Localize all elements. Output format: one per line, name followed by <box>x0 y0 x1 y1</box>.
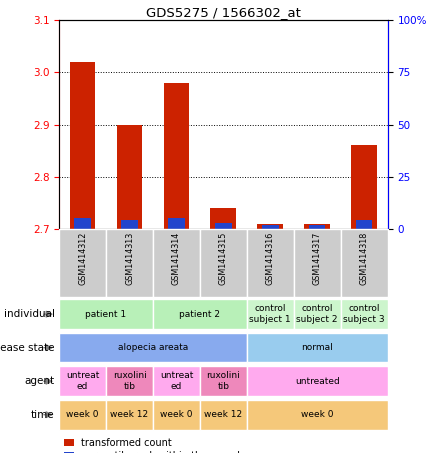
Text: GSM1414315: GSM1414315 <box>219 231 228 285</box>
Text: control
subject 2: control subject 2 <box>297 304 338 324</box>
Text: agent: agent <box>25 376 55 386</box>
Bar <box>117 125 142 229</box>
Bar <box>247 229 294 297</box>
Bar <box>262 225 279 229</box>
Bar <box>153 366 200 396</box>
Text: disease state: disease state <box>0 342 55 353</box>
Text: week 12: week 12 <box>204 410 243 419</box>
Bar <box>215 222 232 229</box>
Text: week 0: week 0 <box>66 410 99 419</box>
Bar <box>121 221 138 229</box>
Bar <box>153 400 200 429</box>
Bar <box>106 400 153 429</box>
Bar <box>247 299 294 329</box>
Bar <box>168 218 185 229</box>
Bar <box>59 366 106 396</box>
Bar <box>211 208 236 229</box>
Bar <box>153 229 200 297</box>
Bar <box>341 299 388 329</box>
Bar <box>200 229 247 297</box>
Bar <box>153 299 247 329</box>
Text: control
subject 3: control subject 3 <box>343 304 385 324</box>
Bar <box>74 218 91 229</box>
Text: GSM1414317: GSM1414317 <box>313 231 322 285</box>
Bar <box>106 229 153 297</box>
Bar <box>59 333 247 362</box>
Bar <box>200 400 247 429</box>
Bar <box>247 333 388 362</box>
Text: untreat
ed: untreat ed <box>160 371 193 391</box>
Bar <box>294 299 341 329</box>
Text: untreat
ed: untreat ed <box>66 371 99 391</box>
Text: untreated: untreated <box>295 377 339 386</box>
Text: week 12: week 12 <box>110 410 148 419</box>
Bar <box>59 229 106 297</box>
Text: week 0: week 0 <box>160 410 193 419</box>
Legend: transformed count, percentile rank within the sample: transformed count, percentile rank withi… <box>64 438 247 453</box>
Bar <box>309 225 325 229</box>
Text: patient 2: patient 2 <box>180 310 220 318</box>
Bar <box>247 366 388 396</box>
Bar <box>163 83 189 229</box>
Bar <box>304 224 330 229</box>
Bar <box>356 221 372 229</box>
Bar <box>106 366 153 396</box>
Text: ruxolini
tib: ruxolini tib <box>206 371 240 391</box>
Bar <box>351 145 377 229</box>
Text: patient 1: patient 1 <box>85 310 127 318</box>
Text: control
subject 1: control subject 1 <box>250 304 291 324</box>
Bar <box>247 400 388 429</box>
Text: GSM1414312: GSM1414312 <box>78 231 87 285</box>
Text: time: time <box>31 410 55 420</box>
Bar <box>200 366 247 396</box>
Title: GDS5275 / 1566302_at: GDS5275 / 1566302_at <box>146 6 301 19</box>
Bar <box>70 62 95 229</box>
Bar <box>341 229 388 297</box>
Bar <box>59 299 153 329</box>
Text: GSM1414316: GSM1414316 <box>266 231 275 285</box>
Text: GSM1414314: GSM1414314 <box>172 231 181 285</box>
Text: normal: normal <box>301 343 333 352</box>
Bar <box>59 400 106 429</box>
Text: ruxolini
tib: ruxolini tib <box>113 371 146 391</box>
Text: individual: individual <box>4 309 55 319</box>
Bar <box>294 229 341 297</box>
Text: GSM1414313: GSM1414313 <box>125 231 134 285</box>
Bar <box>258 224 283 229</box>
Text: week 0: week 0 <box>301 410 333 419</box>
Text: alopecia areata: alopecia areata <box>118 343 188 352</box>
Text: GSM1414318: GSM1414318 <box>360 231 369 285</box>
